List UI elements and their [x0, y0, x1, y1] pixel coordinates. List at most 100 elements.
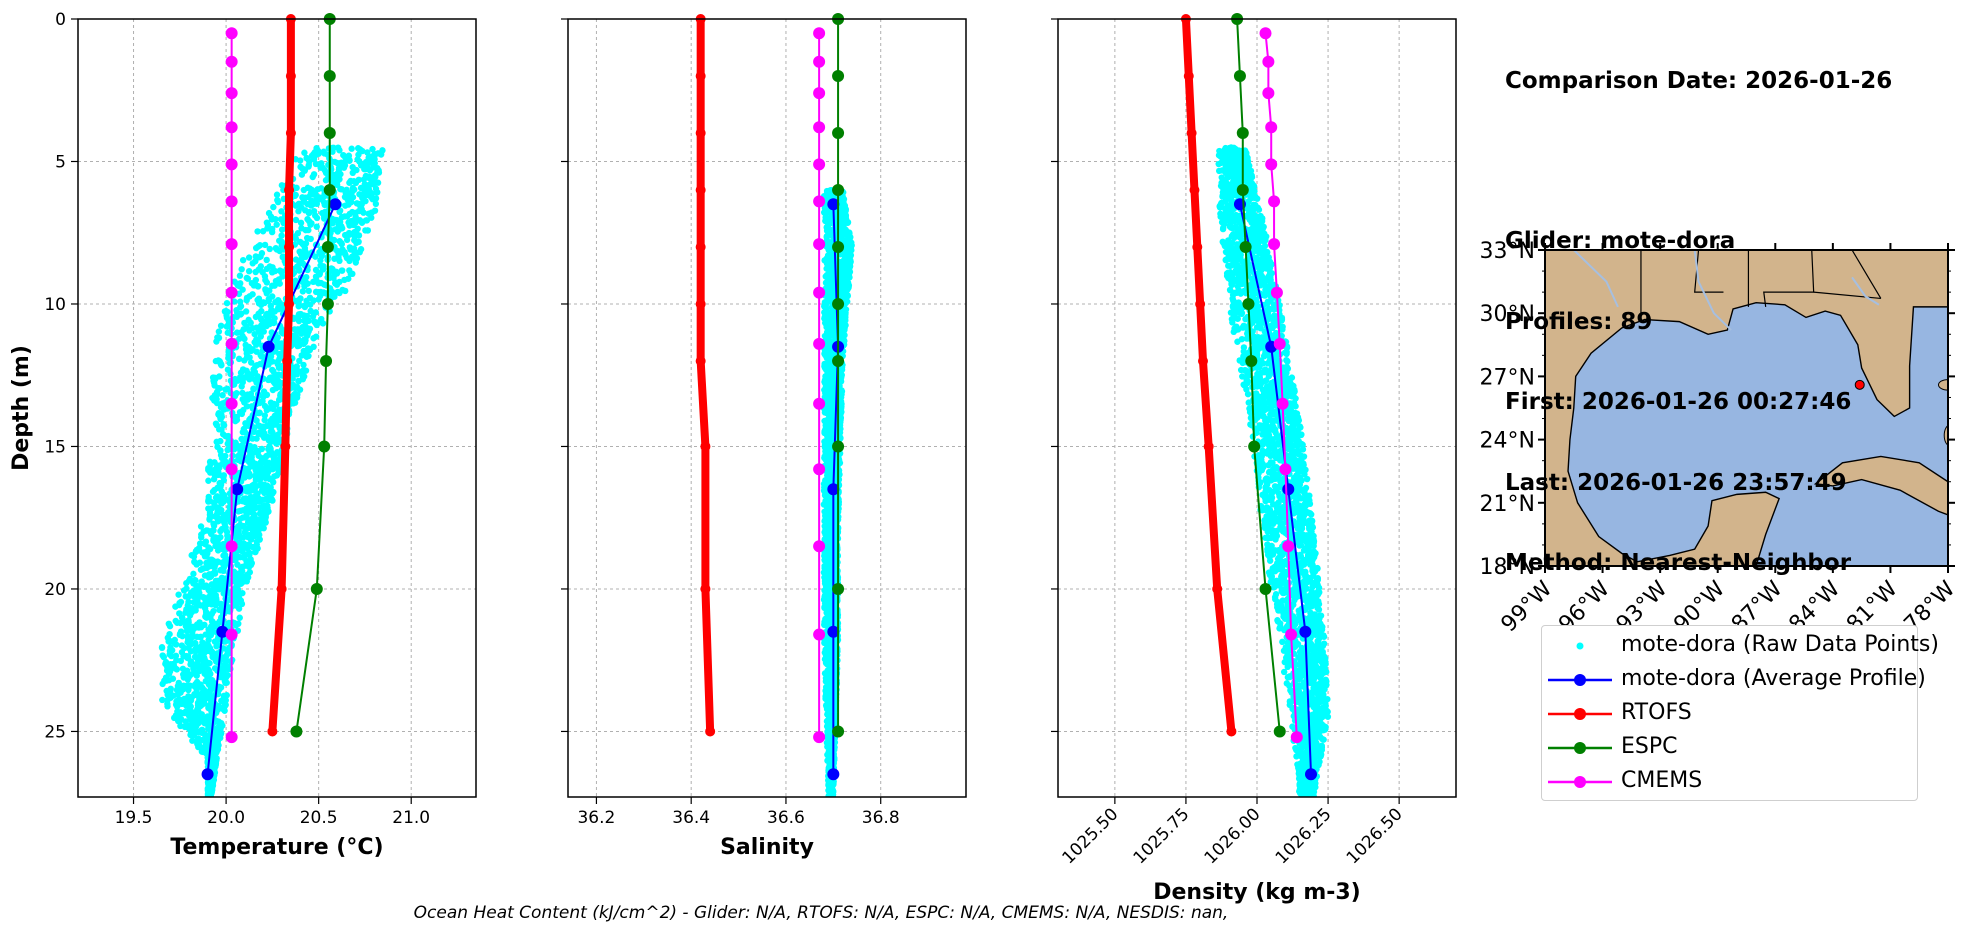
raw-point — [214, 706, 221, 714]
raw-point — [374, 179, 382, 186]
raw-point — [220, 514, 227, 521]
raw-point — [239, 589, 246, 597]
raw-point — [321, 281, 328, 288]
raw-point — [216, 385, 223, 392]
raw-point — [217, 451, 225, 459]
raw-point — [315, 280, 322, 287]
raw-point — [174, 708, 181, 715]
raw-point — [256, 473, 263, 480]
raw-point — [356, 216, 364, 224]
raw-point — [312, 266, 320, 274]
raw-point — [268, 269, 276, 276]
raw-point — [245, 501, 253, 508]
raw-point — [192, 661, 200, 668]
raw-point — [275, 364, 283, 371]
y-tick-label: 15 — [44, 437, 66, 457]
raw-point — [339, 267, 346, 274]
raw-point — [240, 540, 248, 547]
raw-point — [238, 534, 245, 541]
raw-point — [196, 633, 204, 641]
raw-point — [205, 559, 213, 566]
raw-point — [190, 669, 198, 676]
raw-point — [271, 380, 279, 387]
raw-point — [245, 483, 252, 491]
raw-point — [258, 307, 265, 315]
raw-point — [205, 636, 212, 644]
raw-point — [823, 311, 830, 318]
raw-point — [328, 265, 335, 272]
raw-point — [210, 522, 218, 529]
raw-point — [231, 569, 239, 577]
raw-point — [179, 632, 186, 640]
raw-point — [347, 246, 354, 253]
raw-point — [190, 570, 197, 578]
raw-point — [289, 375, 296, 382]
raw-point — [261, 241, 269, 249]
series-point-glider — [231, 483, 244, 496]
raw-point — [253, 544, 260, 552]
y-tick-label: 0 — [55, 10, 66, 30]
raw-point — [236, 298, 244, 305]
raw-point — [295, 317, 303, 325]
raw-point — [343, 236, 351, 244]
raw-point — [377, 151, 385, 158]
raw-point — [206, 688, 213, 695]
raw-point — [195, 708, 202, 715]
raw-point — [213, 717, 221, 725]
raw-point — [296, 357, 303, 365]
raw-point — [234, 586, 242, 593]
raw-point — [232, 417, 239, 425]
raw-point — [263, 322, 270, 330]
raw-point — [191, 558, 198, 566]
series-point-rtofs — [267, 726, 278, 737]
raw-point — [243, 274, 251, 282]
raw-point — [187, 627, 194, 634]
raw-point — [364, 149, 371, 156]
raw-point — [206, 628, 214, 635]
raw-point — [298, 368, 306, 376]
raw-point — [205, 574, 213, 581]
raw-point — [846, 268, 854, 276]
raw-point — [186, 612, 194, 619]
raw-point — [185, 644, 192, 652]
y-tick-label: 25 — [44, 722, 66, 742]
raw-point — [204, 595, 211, 603]
raw-point — [295, 311, 303, 318]
raw-point — [202, 613, 209, 620]
raw-point — [342, 287, 349, 295]
raw-point — [307, 307, 314, 315]
raw-point — [268, 329, 275, 336]
raw-point — [846, 262, 853, 269]
raw-point — [366, 173, 374, 181]
raw-point — [158, 644, 166, 651]
raw-point — [823, 558, 830, 566]
raw-point — [245, 531, 253, 539]
raw-point — [297, 163, 304, 171]
raw-point — [338, 186, 345, 193]
raw-point — [245, 267, 253, 275]
raw-point — [327, 175, 335, 182]
raw-point — [247, 319, 254, 327]
raw-point — [357, 184, 365, 192]
raw-point — [263, 290, 270, 297]
raw-point — [305, 226, 312, 234]
raw-point — [254, 228, 261, 235]
raw-point — [351, 228, 358, 236]
raw-point — [310, 278, 317, 286]
raw-point — [217, 322, 225, 329]
raw-point — [821, 517, 828, 525]
raw-point — [260, 393, 267, 401]
raw-point — [232, 439, 239, 446]
raw-point — [195, 701, 202, 709]
raw-point — [303, 154, 310, 162]
raw-point — [204, 600, 212, 608]
raw-point — [295, 299, 302, 307]
raw-point — [174, 691, 182, 698]
raw-point — [838, 235, 845, 242]
raw-point — [300, 186, 308, 194]
raw-point — [233, 534, 240, 542]
raw-point — [827, 586, 834, 594]
series-point-espc — [323, 126, 336, 139]
raw-point — [367, 193, 375, 201]
raw-point — [183, 579, 190, 587]
